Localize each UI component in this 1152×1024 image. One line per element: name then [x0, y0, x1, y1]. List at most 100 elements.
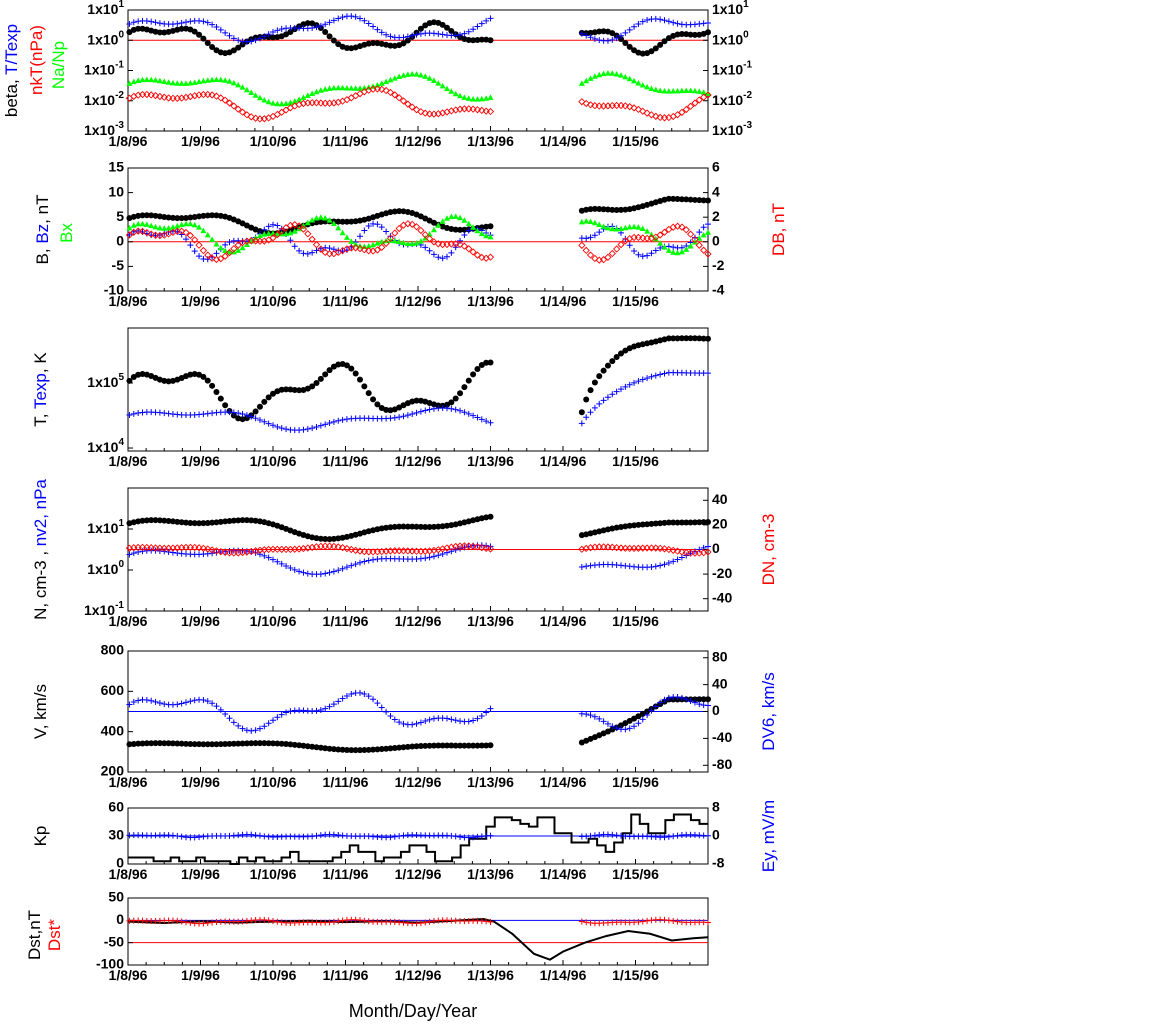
data-point: [596, 221, 603, 228]
data-point: [591, 379, 598, 386]
data-point: [482, 107, 490, 115]
data-point: [696, 701, 703, 708]
data-point: [617, 101, 625, 110]
data-point: [622, 523, 629, 530]
data-point: [396, 73, 403, 79]
data-point: [339, 229, 346, 236]
x-tick-label: 1/10/96: [250, 774, 297, 790]
data-point: [622, 39, 629, 46]
data-point: [183, 519, 189, 526]
data-point: [235, 37, 242, 44]
data-point: [196, 224, 203, 230]
data-point: [357, 376, 363, 383]
data-point: [661, 916, 668, 923]
data-point: [200, 741, 207, 748]
data-point: [296, 568, 303, 575]
data-point: [452, 240, 460, 248]
data-point: [148, 76, 155, 83]
data-point: [639, 376, 646, 383]
data-point: [187, 242, 194, 249]
data-point: [435, 254, 442, 261]
data-point: [204, 77, 211, 83]
data-point: [696, 696, 703, 703]
data-point: [335, 698, 342, 705]
data-point: [674, 196, 681, 203]
data-point: [195, 241, 203, 249]
y2-tick-label: 8: [712, 799, 720, 815]
x-tick-label: 1/8/96: [109, 774, 148, 790]
data-point: [291, 741, 298, 748]
data-point: [657, 87, 664, 93]
x-axis-label: Month/Day/Year: [349, 1001, 477, 1021]
data-point: [283, 741, 290, 748]
data-point: [404, 412, 411, 419]
x-tick-label: 1/11/96: [323, 133, 369, 149]
data-point: [465, 718, 472, 725]
data-point: [452, 213, 459, 219]
y2-tick-label: -40: [712, 589, 732, 605]
data-point: [335, 15, 342, 22]
data-point: [339, 14, 346, 21]
x-tick-label: 1/10/96: [250, 866, 297, 882]
data-point: [691, 239, 698, 245]
data-point: [304, 570, 311, 577]
data-point: [648, 231, 655, 238]
data-point: [261, 398, 268, 405]
data-point: [383, 228, 390, 235]
data-point: [387, 712, 394, 719]
data-point: [200, 212, 207, 219]
y2-tick-label: 1x101: [712, 0, 749, 17]
data-point: [317, 422, 324, 429]
data-point: [639, 521, 646, 528]
data-point: [644, 17, 651, 24]
data-point: [700, 224, 707, 231]
y2-tick-label: -80: [712, 756, 732, 772]
data-point: [226, 249, 233, 255]
data-point: [261, 418, 268, 425]
data-point: [183, 919, 189, 926]
data-point: [578, 563, 585, 570]
data-point: [130, 740, 137, 747]
data-point: [209, 212, 216, 219]
data-point: [422, 555, 429, 562]
data-point: [439, 255, 446, 262]
data-point: [217, 76, 224, 83]
data-point: [635, 720, 642, 727]
data-point: [373, 246, 382, 254]
data-point: [213, 250, 220, 257]
data-point: [209, 741, 216, 748]
data-point: [382, 239, 390, 247]
data-point: [618, 386, 624, 393]
data-point: [670, 558, 677, 565]
data-point: [278, 386, 285, 393]
y2-tick-label: 0: [712, 827, 720, 843]
data-point: [487, 918, 494, 925]
data-point: [126, 377, 133, 384]
data-point: [222, 518, 229, 525]
data-point: [174, 215, 181, 222]
data-point: [705, 370, 711, 377]
data-point: [152, 212, 159, 219]
data-point: [152, 77, 159, 83]
data-point: [670, 335, 677, 342]
data-point: [270, 34, 276, 41]
data-point: [238, 108, 247, 116]
data-point: [678, 87, 685, 94]
data-point: [686, 102, 695, 110]
data-point: [365, 223, 372, 230]
data-point: [169, 832, 176, 839]
data-point: [261, 552, 268, 559]
data-point: [225, 99, 234, 107]
x-tick-label: 1/9/96: [181, 967, 220, 983]
data-point: [361, 558, 368, 565]
data-point: [687, 87, 694, 93]
data-point: [457, 92, 464, 99]
data-point: [470, 26, 477, 33]
data-point: [474, 23, 481, 30]
data-point: [661, 519, 668, 526]
data-point: [174, 917, 181, 924]
data-point: [330, 535, 337, 542]
data-point: [674, 31, 681, 38]
data-point: [148, 517, 155, 524]
data-point: [683, 335, 690, 342]
